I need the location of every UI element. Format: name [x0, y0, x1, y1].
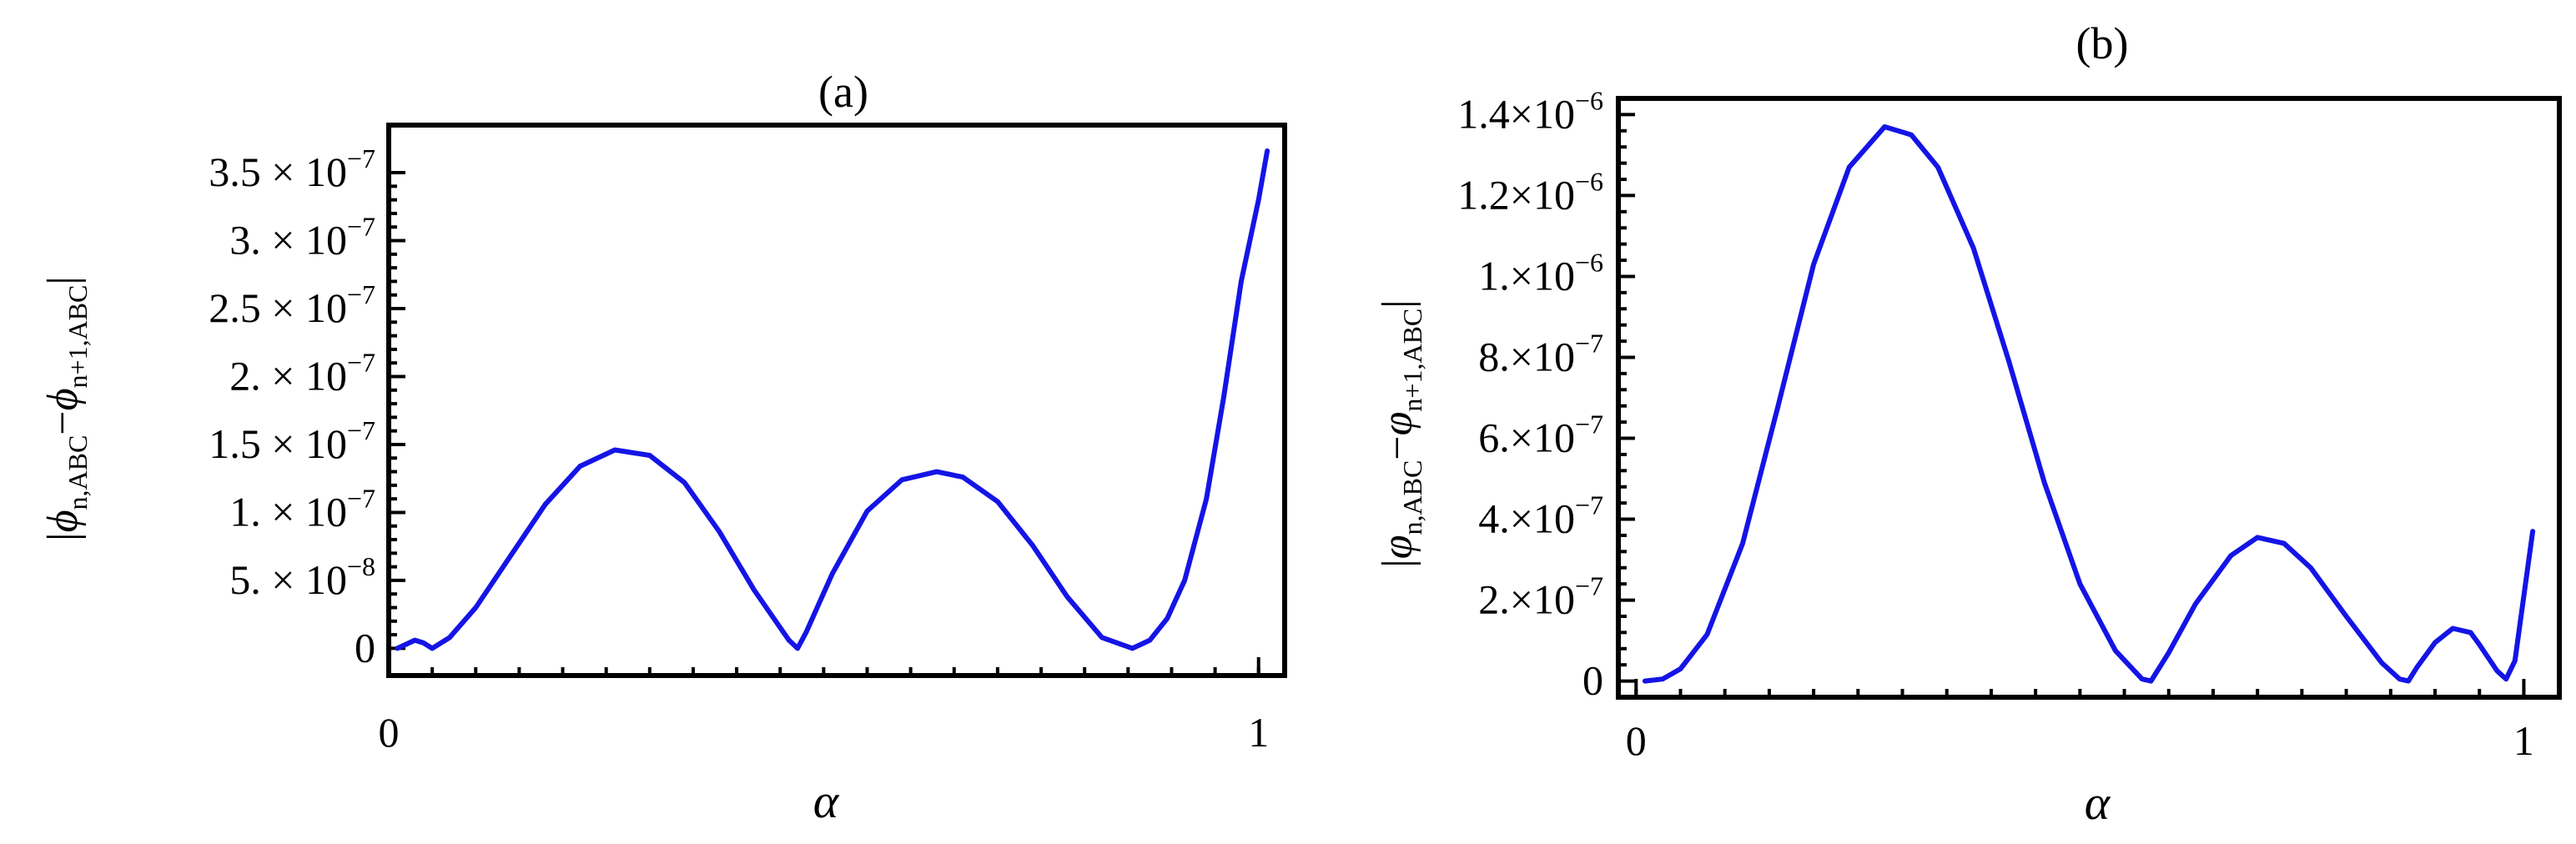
panel-a-y-tick-label: 2. × 10−7 — [229, 347, 375, 399]
chart-panel-a: (a) |ϕn,ABC−ϕn+1,ABC| α 05. × 10−81. × 1… — [39, 67, 1287, 828]
panel-b-ylabel-sym: φ — [1374, 535, 1421, 559]
panel-a-series-line — [395, 148, 1270, 651]
panel-b-ylabel-sub1: n,ABC — [1397, 460, 1427, 535]
panel-b-y-tick-label: 2.×10−7 — [1478, 571, 1603, 623]
panel-b-x-tick-label: 0 — [1626, 717, 1647, 764]
panel-b-y-tick-label: 8.×10−7 — [1478, 328, 1603, 379]
panel-a-ylabel-sym2: ϕ — [39, 388, 87, 410]
panel-b-y-axis-label: |φn,ABC−φn+1,ABC| — [1374, 299, 1427, 567]
panel-a-y-tick-label: 0 — [355, 624, 375, 671]
panel-a-x-axis-label: α — [813, 774, 840, 828]
panel-a-plot-area: 0 5. × 10−8 1. × 10−7 1.5 × 10−7 2. × 10−7 2.… — [209, 123, 1287, 756]
panel-a-y-tick-label: 2.5 × 10−7 — [209, 279, 375, 331]
panel-b-ylabel-sub2: n+1,ABC — [1397, 309, 1427, 412]
panel-b-y-tick-label: 1.×10−6 — [1478, 247, 1603, 299]
panel-a-y-tick-label: 5. × 10−8 — [229, 551, 375, 603]
panel-b-ylabel-close: | — [1374, 299, 1421, 308]
panel-a-y-tick-label: 1. × 10−7 — [229, 483, 375, 535]
panel-a-x-tick-label: 0 — [379, 709, 400, 756]
panel-a-ylabel-sym: ϕ — [39, 510, 87, 532]
panel-a-ylabel-sub2: n+1,ABC — [63, 285, 93, 389]
panel-b-y-tick-label: 1.2×10−6 — [1457, 166, 1603, 218]
panel-b-ylabel-open: | — [1374, 559, 1421, 567]
svg-text:|ϕn,ABC−ϕn+1,ABC|: |ϕn,ABC−ϕn+1,ABC| — [39, 276, 93, 541]
panel-b-plot-area: 0 2.×10−7 4.×10−7 6.×10−7 8.×10−7 1.×10−6 1.2×… — [1457, 85, 2562, 764]
panel-b-title: (b) — [2076, 18, 2129, 68]
panel-b-y-tick-label: 0 — [1582, 657, 1603, 704]
panel-a-y-tick-label: 1.5 × 10−7 — [209, 415, 375, 467]
panel-b-frame — [1616, 96, 2562, 700]
panel-b-series-line — [1642, 124, 2536, 684]
panel-a-ylabel-minus: − — [39, 410, 87, 435]
panel-a-title: (a) — [818, 67, 868, 117]
panel-b-ylabel-minus: − — [1374, 435, 1421, 460]
panel-a-ylabel-close: | — [39, 276, 87, 284]
panel-b-y-tick-label: 6.×10−7 — [1478, 409, 1603, 461]
panel-b-ylabel-sym2: φ — [1374, 412, 1421, 436]
panel-a-ylabel-sub1: n,ABC — [63, 435, 93, 510]
panel-a-ylabel-open: | — [39, 532, 87, 540]
panel-a-x-tick-label: 1 — [1248, 709, 1269, 756]
panel-a-y-tick-label: 3.5 × 10−7 — [209, 143, 375, 195]
panel-b-x-axis-label: α — [2085, 776, 2111, 830]
panel-b-x-tick-label: 1 — [2513, 717, 2534, 764]
panel-b-y-tick-label: 4.×10−7 — [1478, 490, 1603, 542]
panel-b-y-tick-label: 1.4×10−6 — [1457, 85, 1603, 137]
panel-a-y-tick-label: 3. × 10−7 — [229, 212, 375, 264]
svg-text:|φn,ABC−φn+1,ABC|: |φn,ABC−φn+1,ABC| — [1374, 299, 1427, 567]
panel-a-y-axis-label: |ϕn,ABC−ϕn+1,ABC| — [39, 276, 93, 541]
panel-a-frame — [386, 123, 1287, 678]
chart-panel-b: (b) |φn,ABC−φn+1,ABC| α 02.×10−74.×10−76… — [1374, 18, 2562, 830]
